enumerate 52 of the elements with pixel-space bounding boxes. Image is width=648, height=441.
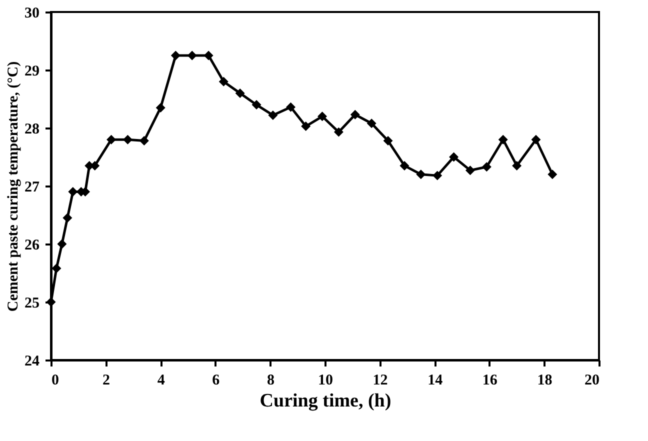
point — [334, 127, 344, 137]
point — [156, 102, 166, 112]
point — [286, 102, 296, 112]
point — [218, 76, 228, 86]
point — [498, 134, 508, 144]
point — [350, 110, 360, 120]
point — [465, 166, 475, 176]
point — [482, 162, 492, 172]
point — [548, 170, 558, 180]
y-tick-label: 24 — [24, 354, 40, 370]
x-tick-label: 4 — [157, 372, 166, 388]
point — [416, 170, 426, 180]
point — [106, 134, 116, 144]
y-tick-label: 25 — [24, 296, 40, 312]
point — [122, 134, 132, 144]
y-tick-label: 26 — [24, 238, 40, 254]
x-tick-label: 14 — [428, 372, 444, 388]
y-axis-title: Cement paste curing temperature, (°C) — [6, 61, 22, 312]
x-tick-label: 12 — [372, 372, 388, 388]
x-tick-label: 2 — [102, 372, 110, 388]
point — [449, 152, 459, 162]
y-tick-label: 29 — [24, 64, 40, 80]
point — [235, 88, 245, 98]
point — [383, 136, 393, 146]
point — [52, 264, 62, 274]
x-tick-label: 10 — [318, 372, 333, 388]
point — [68, 187, 78, 197]
point — [57, 239, 67, 249]
point — [432, 170, 442, 180]
point — [318, 112, 328, 122]
point — [187, 50, 197, 60]
x-tick-label: 0 — [52, 372, 59, 388]
y-tick-label: 30 — [24, 6, 40, 22]
point — [512, 160, 522, 170]
point — [301, 122, 311, 132]
point — [204, 50, 214, 60]
point — [62, 213, 72, 223]
point — [139, 136, 149, 146]
y-tick-label: 28 — [24, 122, 40, 138]
x-tick-label: 6 — [212, 372, 220, 388]
x-axis-title: Curing time, (h) — [260, 390, 392, 412]
point — [252, 100, 262, 110]
point — [268, 110, 278, 120]
point — [170, 50, 180, 60]
x-tick-label: 8 — [266, 372, 274, 388]
x-tick-label: 18 — [537, 372, 552, 388]
point — [400, 160, 410, 170]
x-tick-label: 20 — [584, 372, 600, 388]
point — [531, 134, 541, 144]
x-tick-label: 16 — [482, 372, 498, 388]
point — [366, 118, 376, 128]
y-tick-label: 27 — [24, 180, 40, 196]
